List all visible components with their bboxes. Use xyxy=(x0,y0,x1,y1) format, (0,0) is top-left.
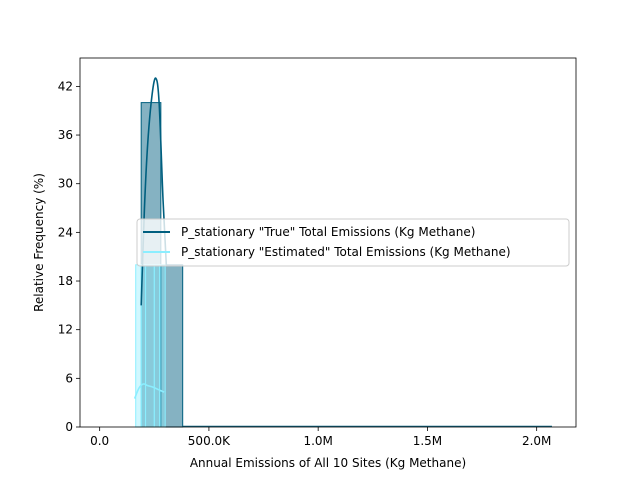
plot-frame xyxy=(79,57,577,428)
x-tick-label-1: 500.0K xyxy=(188,434,231,448)
y-tick-label-1: 6 xyxy=(65,371,73,385)
histogram-bar-s1-2 xyxy=(145,264,155,428)
histogram-bar-s1-3 xyxy=(153,264,161,428)
x-tick-label-2: 1.0M xyxy=(303,434,332,448)
y-tick-label-5: 30 xyxy=(58,177,73,191)
histogram-bar-s1-0 xyxy=(135,264,142,428)
x-tick-label-0: 0.0 xyxy=(90,434,109,448)
x-tick-label-4: 2.0M xyxy=(522,434,551,448)
y-tick-label-0: 0 xyxy=(65,420,73,434)
y-tick-label-2: 12 xyxy=(58,323,73,337)
y-tick-label-3: 18 xyxy=(58,274,73,288)
x-tick-label-3: 1.5M xyxy=(413,434,442,448)
x-axis-label: Annual Emissions of All 10 Sites (Kg Met… xyxy=(190,456,466,470)
legend-box xyxy=(136,218,570,267)
x-axis: 0.0 500.0K 1.0M 1.5M 2.0M xyxy=(90,427,551,448)
y-axis-label: Relative Frequency (%) xyxy=(32,173,46,312)
y-tick-label-7: 42 xyxy=(58,79,73,93)
legend-estimated-label: P_stationary "Estimated" Total Emissions… xyxy=(181,245,511,259)
y-axis: 0 6 12 18 24 30 36 42 xyxy=(58,79,80,434)
kde-curve-s1 xyxy=(133,383,165,399)
y-tick-label-6: 36 xyxy=(58,128,73,142)
legend: P_stationary "True" Total Emissions (Kg … xyxy=(136,218,570,267)
y-tick-label-4: 24 xyxy=(58,225,73,239)
kde-curve-s0 xyxy=(140,77,168,306)
histogram-bar-s1-4 xyxy=(159,264,166,428)
legend-true-label: P_stationary "True" Total Emissions (Kg … xyxy=(181,225,475,239)
